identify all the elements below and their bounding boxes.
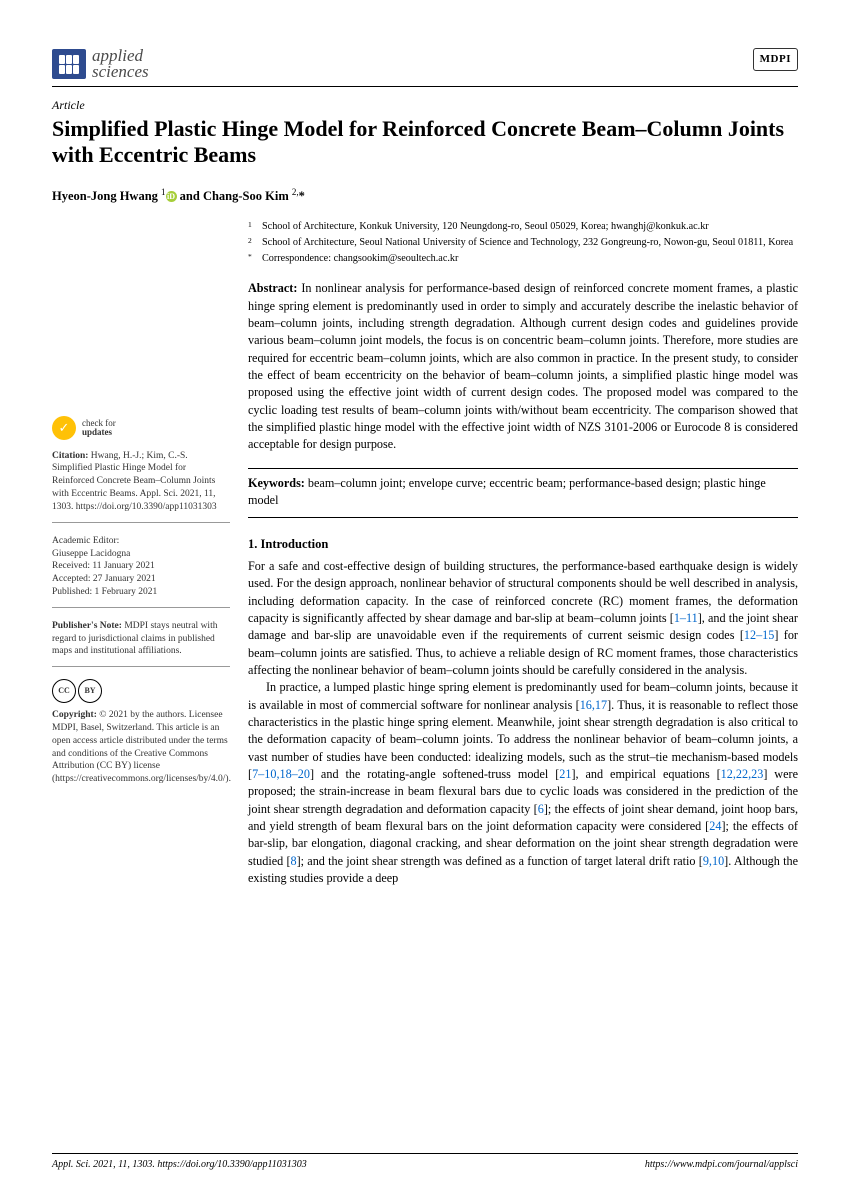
affiliations: 1 School of Architecture, Konkuk Universi… bbox=[248, 220, 798, 267]
affiliation-text: School of Architecture, Seoul National U… bbox=[262, 236, 793, 250]
journal-name: applied sciences bbox=[92, 48, 149, 80]
copyright-text: © 2021 by the authors. Licensee MDPI, Ba… bbox=[52, 710, 231, 784]
citation-link[interactable]: 9,10 bbox=[703, 854, 724, 868]
affiliation-row: 1 School of Architecture, Konkuk Universi… bbox=[248, 220, 798, 234]
abstract-text: In nonlinear analysis for performance-ba… bbox=[248, 281, 798, 451]
authors-line: Hyeon-Jong Hwang 1iD and Chang-Soo Kim 2… bbox=[52, 186, 798, 206]
affiliation-text: School of Architecture, Konkuk Universit… bbox=[262, 220, 709, 234]
section-1-heading: 1. Introduction bbox=[248, 536, 798, 554]
received-date: 11 January 2021 bbox=[92, 561, 154, 571]
check-updates-line2: updates bbox=[82, 428, 116, 437]
citation-link[interactable]: 1–11 bbox=[674, 611, 698, 625]
citation-block: Citation: Hwang, H.-J.; Kim, C.-S. Simpl… bbox=[52, 450, 230, 523]
received-label: Received: bbox=[52, 561, 90, 571]
citation-link[interactable]: 12,22,23 bbox=[721, 767, 764, 781]
published-date: 1 February 2021 bbox=[95, 587, 158, 597]
journal-name-line2: sciences bbox=[92, 64, 149, 80]
editorial-dates-block: Academic Editor: Giuseppe Lacidogna Rece… bbox=[52, 535, 230, 608]
accepted-date: 27 January 2021 bbox=[93, 574, 156, 584]
check-updates-icon: ✓ bbox=[52, 416, 76, 440]
keywords-block: Keywords: beam–column joint; envelope cu… bbox=[248, 475, 798, 510]
article-type: Article bbox=[52, 97, 798, 114]
check-updates-label: check for updates bbox=[82, 419, 116, 437]
journal-logo-icon bbox=[52, 49, 86, 79]
footer-right[interactable]: https://www.mdpi.com/journal/applsci bbox=[645, 1158, 798, 1172]
page-header: applied sciences MDPI bbox=[52, 48, 798, 80]
citation-link[interactable]: 12–15 bbox=[744, 628, 774, 642]
keywords-top-rule bbox=[248, 468, 798, 469]
affiliation-sup: 1 bbox=[248, 220, 256, 234]
check-for-updates[interactable]: ✓ check for updates bbox=[52, 416, 230, 440]
cc-badges: CC BY bbox=[52, 679, 230, 703]
article-title: Simplified Plastic Hinge Model for Reinf… bbox=[52, 116, 798, 168]
published-label: Published: bbox=[52, 587, 92, 597]
publisher-note-label: Publisher's Note: bbox=[52, 621, 122, 631]
copyright-label: Copyright: bbox=[52, 710, 97, 720]
license-block: CC BY Copyright: © 2021 by the authors. … bbox=[52, 679, 230, 786]
affiliation-text: Correspondence: changsookim@seoultech.ac… bbox=[262, 252, 458, 266]
keywords-bottom-rule bbox=[248, 517, 798, 518]
abstract-label: Abstract: bbox=[248, 281, 297, 295]
keywords-text: beam–column joint; envelope curve; eccen… bbox=[248, 476, 766, 507]
citation-link[interactable]: 16,17 bbox=[580, 698, 607, 712]
affiliation-sup: 2 bbox=[248, 236, 256, 250]
citation-link[interactable]: 6 bbox=[538, 802, 544, 816]
publisher-note-block: Publisher's Note: MDPI stays neutral wit… bbox=[52, 620, 230, 667]
keywords-label: Keywords: bbox=[248, 476, 305, 490]
editor-label: Academic Editor: bbox=[52, 536, 119, 546]
cc-icon: CC bbox=[52, 679, 76, 703]
citation-link[interactable]: 21 bbox=[559, 767, 571, 781]
by-icon: BY bbox=[78, 679, 102, 703]
citation-link[interactable]: 7–10,18–20 bbox=[252, 767, 310, 781]
page-footer: Appl. Sci. 2021, 11, 1303. https://doi.o… bbox=[52, 1153, 798, 1172]
affiliation-row: 2 School of Architecture, Seoul National … bbox=[248, 236, 798, 250]
accepted-label: Accepted: bbox=[52, 574, 91, 584]
citation-link[interactable]: 8 bbox=[291, 854, 297, 868]
intro-para-1: For a safe and cost-effective design of … bbox=[248, 558, 798, 679]
sidebar-column: ✓ check for updates Citation: Hwang, H.-… bbox=[52, 220, 230, 888]
affiliation-row: * Correspondence: changsookim@seoultech.a… bbox=[248, 252, 798, 266]
editor-name: Giuseppe Lacidogna bbox=[52, 548, 230, 561]
footer-left: Appl. Sci. 2021, 11, 1303. https://doi.o… bbox=[52, 1158, 307, 1172]
citation-label: Citation: bbox=[52, 451, 88, 461]
publisher-badge[interactable]: MDPI bbox=[753, 48, 798, 71]
intro-para-2: In practice, a lumped plastic hinge spri… bbox=[248, 679, 798, 887]
main-column: 1 School of Architecture, Konkuk Universi… bbox=[248, 220, 798, 888]
affiliation-sup: * bbox=[248, 252, 256, 266]
citation-link[interactable]: 24 bbox=[709, 819, 721, 833]
journal-logo: applied sciences bbox=[52, 48, 149, 80]
header-rule bbox=[52, 86, 798, 87]
abstract-block: Abstract: In nonlinear analysis for perf… bbox=[248, 280, 798, 453]
